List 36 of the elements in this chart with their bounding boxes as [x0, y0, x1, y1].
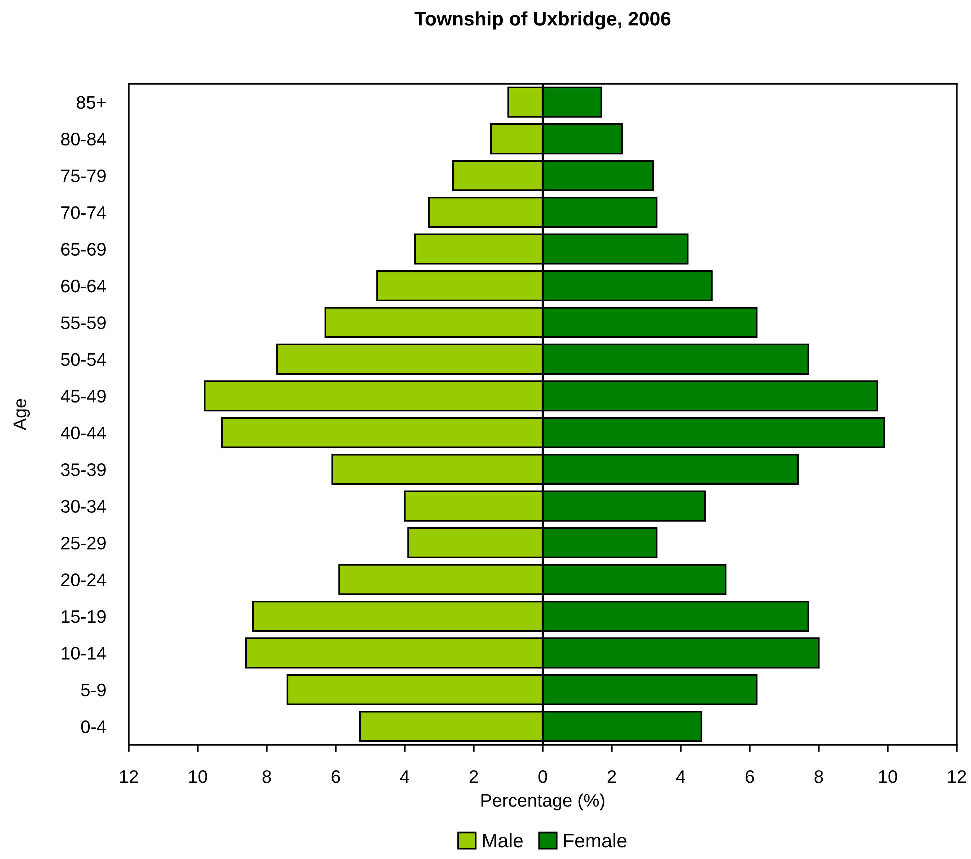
y-tick-label: 15-19 — [62, 610, 106, 624]
legend-label: Female — [564, 833, 627, 848]
x-tick-label: 6 — [746, 770, 754, 784]
y-tick-label: 10-14 — [62, 647, 106, 660]
y-tick-label: 0-4 — [81, 720, 106, 734]
y-tick-label: 20-24 — [62, 574, 106, 586]
x-tick-label: 8 — [262, 770, 272, 784]
y-tick-label: 55-59 — [61, 316, 106, 330]
x-tick-label: 2 — [608, 770, 616, 784]
x-axis-title: Percentage (%) — [482, 794, 605, 811]
y-axis-title: Age — [14, 399, 30, 431]
x-tick-label: 12 — [120, 770, 138, 784]
y-tick-label: 25-29 — [62, 536, 106, 550]
y-tick-label: 40-44 — [61, 426, 106, 440]
x-tick-label: 6 — [332, 770, 340, 784]
x-tick-label: 4 — [676, 770, 686, 784]
y-tick-label: 85+ — [76, 96, 106, 110]
y-tick-label: 70-74 — [62, 206, 106, 220]
x-tick-label: 10 — [189, 770, 208, 784]
y-tick-label: 65-69 — [62, 243, 106, 256]
y-tick-label: 75-79 — [62, 170, 106, 183]
x-tick-label: 12 — [948, 770, 966, 784]
legend-label: Male — [483, 833, 524, 848]
y-tick-label: 50-54 — [61, 353, 106, 366]
x-tick-label: 8 — [814, 770, 824, 784]
y-tick-label: 5-9 — [81, 684, 106, 697]
y-tick-label: 35-39 — [61, 464, 106, 476]
chart-title: Township of Uxbridge, 2006 — [414, 12, 671, 30]
x-tick-label: 4 — [400, 770, 410, 784]
y-tick-label: 80-84 — [61, 133, 106, 146]
x-tick-label: 2 — [470, 770, 478, 784]
y-tick-label: 30-34 — [61, 500, 106, 514]
x-tick-label: 10 — [879, 770, 898, 784]
y-tick-label: 45-49 — [61, 390, 106, 403]
y-tick-label: 60-64 — [62, 280, 106, 293]
x-tick-label: 0 — [538, 770, 548, 784]
